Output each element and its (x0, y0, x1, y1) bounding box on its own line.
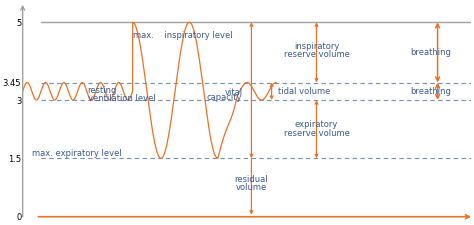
Text: max.    inspiratory level: max. inspiratory level (133, 31, 232, 40)
Text: ventilation level: ventilation level (88, 94, 155, 103)
Text: resting: resting (88, 86, 117, 95)
Text: breathing: breathing (410, 87, 451, 96)
Text: expiratory: expiratory (295, 120, 338, 129)
Text: capacity: capacity (207, 93, 243, 102)
Text: max. expiratory level: max. expiratory level (32, 148, 121, 157)
Text: volume: volume (236, 183, 267, 192)
Text: reserve volume: reserve volume (283, 50, 349, 59)
Text: breathing: breathing (410, 48, 451, 57)
Text: tidal volume: tidal volume (278, 87, 331, 96)
Text: reserve volume: reserve volume (283, 129, 349, 138)
Text: residual: residual (235, 175, 268, 184)
Text: vital: vital (224, 88, 243, 97)
Text: inspiratory: inspiratory (294, 42, 339, 51)
